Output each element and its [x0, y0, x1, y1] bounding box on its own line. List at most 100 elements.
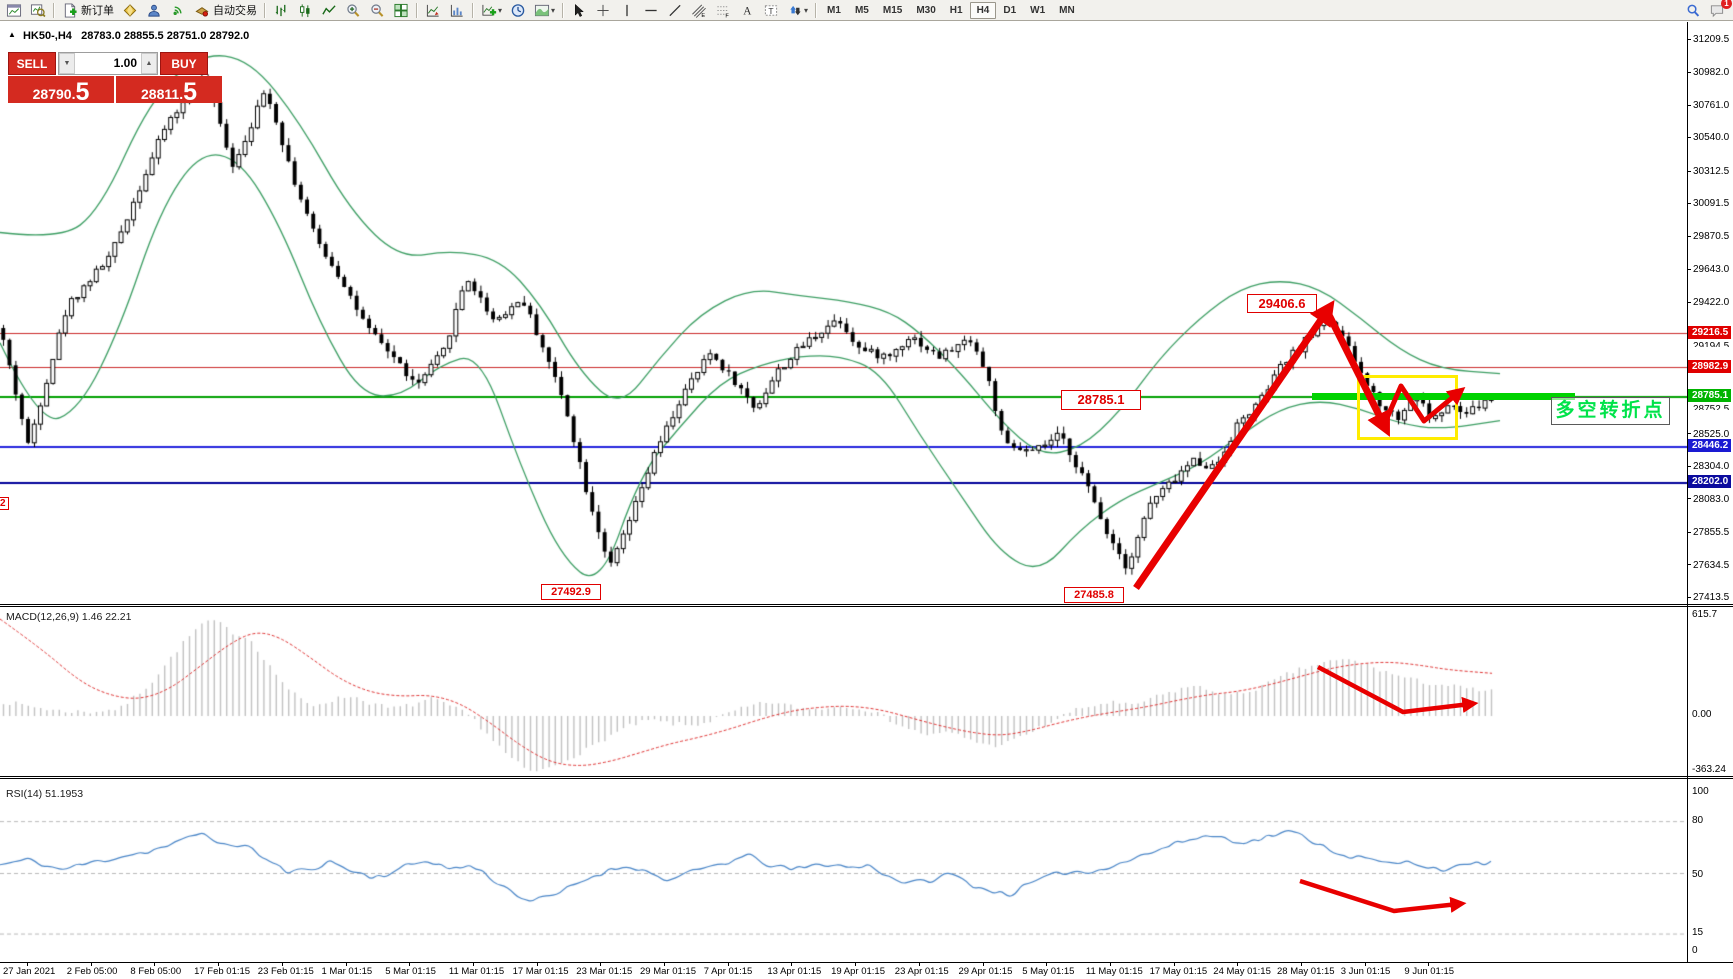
time-axis[interactable]: 27 Jan 2021 2 Feb 05:00 8 Feb 05:00 17 Feb …	[0, 962, 1733, 979]
timeframe-mn-button[interactable]: MN	[1059, 4, 1075, 16]
fibonacci-tool-button[interactable]	[687, 0, 711, 21]
time-tick	[27, 963, 28, 966]
time-tick	[472, 963, 474, 966]
templates-button[interactable]: ▾	[530, 0, 559, 21]
search-icon	[1685, 3, 1701, 18]
notifications-button[interactable]: 1	[1705, 0, 1732, 21]
timeframe-m15-button[interactable]: M15	[882, 4, 903, 16]
auto-scroll-button[interactable]	[421, 0, 445, 21]
sell-button[interactable]: SELL	[8, 52, 56, 75]
timeframe-d1-button[interactable]: D1	[1003, 4, 1017, 16]
time-tick	[1364, 963, 1366, 966]
time-tick	[918, 963, 920, 966]
candlestick-chart-type-button[interactable]	[293, 0, 317, 21]
sell-price[interactable]: 28790. 5	[8, 76, 114, 105]
profiles-button[interactable]	[26, 0, 50, 21]
indicator-axis-tick: 0	[1692, 945, 1698, 956]
price-annotation-label[interactable]: 27485.8	[1064, 587, 1124, 603]
price-tick: 30312.5	[1687, 166, 1729, 177]
pane-separator[interactable]	[0, 604, 1733, 607]
turning-point-note[interactable]: 多空转折点	[1551, 397, 1670, 425]
diamond-icon	[122, 3, 138, 18]
zoom-out-button[interactable]	[365, 0, 389, 21]
tiles-icon	[393, 3, 409, 18]
indicator-axis-tick: -363.24	[1692, 764, 1726, 775]
new-order-button[interactable]: 新订单	[58, 0, 118, 21]
chart-header: ▲ HK50-,H4 28783.0 28855.5 28751.0 28792…	[8, 30, 249, 42]
price-annotation-label[interactable]: 28785.1	[1061, 390, 1141, 410]
line-chart-type-button[interactable]	[317, 0, 341, 21]
price-tick: 28304.0	[1687, 461, 1729, 472]
text-label-tool-button[interactable]	[759, 0, 783, 21]
indicator-axis-tick: 15	[1692, 927, 1704, 938]
label-icon	[763, 3, 779, 18]
timeframe-h4-button[interactable]: H4	[969, 1, 997, 19]
chart-window2-icon	[534, 3, 550, 18]
price-tick: 27855.5	[1687, 527, 1729, 538]
price-tick: 30982.0	[1687, 67, 1729, 78]
zoom-in-icon	[345, 3, 361, 18]
time-tick	[600, 963, 602, 966]
crosshair-tool-button[interactable]	[591, 0, 615, 21]
highlighted-price-label: 28446.2	[1688, 439, 1732, 453]
timeframe-m30-button[interactable]: M30	[916, 4, 936, 16]
market-button[interactable]	[142, 0, 166, 21]
dropdown-caret-icon[interactable]: ▾	[498, 5, 503, 15]
time-tick	[90, 963, 92, 966]
zoom-in-button[interactable]	[341, 0, 365, 21]
price-tick: 30091.5	[1687, 198, 1729, 209]
volume-input[interactable]: 1.00	[113, 56, 137, 70]
zoom-out-icon	[369, 3, 385, 18]
periods-button[interactable]	[506, 0, 530, 21]
price-annotation-label[interactable]: 29406.6	[1247, 294, 1317, 313]
text-tool-button[interactable]	[735, 0, 759, 21]
bar-chart-type-button[interactable]	[269, 0, 293, 21]
time-tick	[1301, 963, 1302, 966]
time-tick	[154, 963, 156, 966]
new-chart-button[interactable]	[2, 0, 26, 21]
price-tick: 30540.0	[1687, 132, 1729, 143]
trendline-tool-button[interactable]	[663, 0, 687, 21]
price-annotation-label[interactable]: 27492.9	[541, 584, 601, 600]
auto-trading-button[interactable]: 自动交易	[190, 0, 261, 21]
signals-button[interactable]	[166, 0, 190, 21]
add-chart-icon	[481, 3, 497, 18]
collapse-triangle-icon[interactable]: ▲	[8, 30, 16, 39]
dropdown-caret-icon[interactable]: ▾	[804, 5, 809, 15]
timeframe-w1-button[interactable]: W1	[1030, 4, 1046, 16]
arrows-tool-button[interactable]: ▾	[783, 0, 812, 21]
price-tick: 27634.5	[1687, 560, 1729, 571]
cursor-icon	[571, 3, 587, 18]
toolbar-separator	[264, 2, 266, 18]
time-label: 23 Feb 01:15	[257, 966, 314, 977]
time-label: 23 Apr 01:15	[894, 966, 949, 977]
cursor-tool-button[interactable]	[567, 0, 591, 21]
search-button[interactable]	[1681, 0, 1705, 21]
dropdown-caret-icon[interactable]: ▾	[551, 5, 556, 15]
volume-decrease-button[interactable]: ▼	[59, 53, 75, 74]
horizontal-line-tool-button[interactable]	[639, 0, 663, 21]
timeframe-m5-button[interactable]: M5	[854, 4, 869, 16]
consolidation-box-annotation[interactable]	[1357, 375, 1458, 440]
vertical-line-tool-button[interactable]	[615, 0, 639, 21]
price-tick: 29870.5	[1687, 231, 1729, 242]
timeframe-h1-button[interactable]: H1	[949, 4, 963, 16]
indicators-button[interactable]: ▾	[477, 0, 506, 21]
price-chart-canvas[interactable]	[0, 22, 1687, 604]
timeframe-m1-button[interactable]: M1	[827, 4, 841, 16]
fibo-icon	[691, 3, 707, 18]
time-tick	[855, 963, 857, 966]
buy-button[interactable]: BUY	[160, 52, 208, 75]
metaeditor-button[interactable]	[118, 0, 142, 21]
pane-separator[interactable]	[0, 776, 1733, 779]
ind2-icon	[449, 3, 465, 18]
channel-tool-button[interactable]	[711, 0, 735, 21]
chart-shift-button[interactable]	[445, 0, 469, 21]
volume-increase-button[interactable]: ▲	[141, 53, 157, 74]
rsi-canvas[interactable]	[0, 779, 1687, 961]
bars-icon	[273, 3, 289, 18]
macd-canvas[interactable]	[0, 607, 1687, 776]
buy-price[interactable]: 28811. 5	[116, 76, 222, 105]
symbol-period: HK50-,H4	[22, 30, 72, 42]
tile-windows-button[interactable]	[389, 0, 413, 21]
